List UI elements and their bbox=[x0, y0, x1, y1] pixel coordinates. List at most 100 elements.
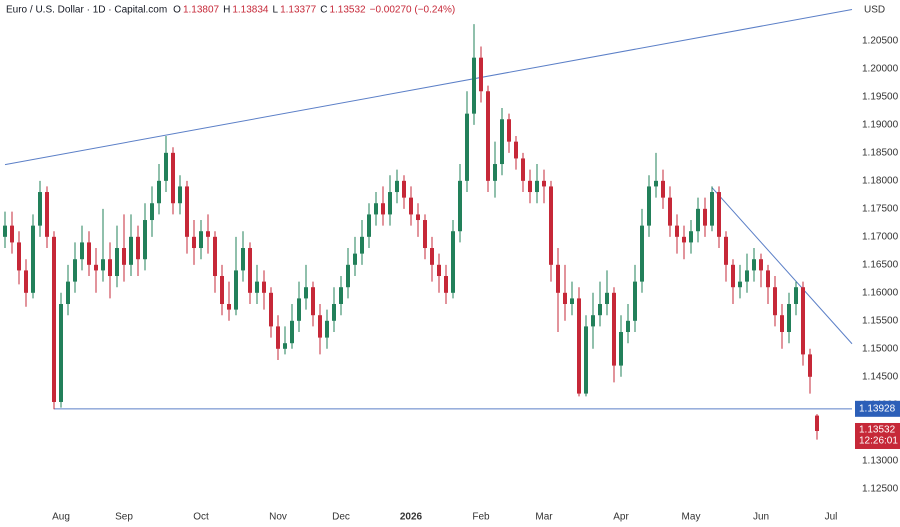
candle-body bbox=[766, 270, 770, 288]
trendline bbox=[711, 187, 853, 345]
candle-body bbox=[332, 304, 336, 321]
candle-body bbox=[94, 264, 98, 271]
candle-body bbox=[276, 326, 280, 349]
candle-body bbox=[339, 287, 343, 305]
candle-body bbox=[227, 304, 231, 310]
candle-body bbox=[535, 180, 539, 193]
candle-body bbox=[556, 264, 560, 293]
candle-body bbox=[731, 264, 735, 288]
candle-body bbox=[591, 315, 595, 327]
candle-body bbox=[311, 287, 315, 316]
x-tick-label: Jun bbox=[753, 512, 769, 523]
candle-body bbox=[801, 287, 805, 355]
x-tick-label: Apr bbox=[613, 512, 629, 523]
candle-body bbox=[577, 298, 581, 394]
candle-body bbox=[402, 180, 406, 198]
y-tick-label: 1.17000 bbox=[862, 231, 899, 242]
y-tick-label: 1.16500 bbox=[862, 259, 899, 270]
candle-body bbox=[794, 287, 798, 305]
candle-body bbox=[717, 192, 721, 237]
candle-body bbox=[682, 236, 686, 243]
candle-body bbox=[374, 203, 378, 215]
candle-body bbox=[738, 281, 742, 288]
candle-body bbox=[143, 220, 147, 260]
candle-body bbox=[710, 192, 714, 226]
candle-body bbox=[220, 276, 224, 305]
candle-body bbox=[752, 259, 756, 271]
y-tick-label: 1.16000 bbox=[862, 287, 899, 298]
x-tick-label: Feb bbox=[472, 512, 490, 523]
y-tick-label: 1.20500 bbox=[862, 36, 899, 47]
candle-body bbox=[290, 320, 294, 344]
candle-body bbox=[465, 113, 469, 181]
candle-body bbox=[192, 236, 196, 249]
candle-body bbox=[640, 225, 644, 282]
candle-body bbox=[150, 203, 154, 221]
candle-body bbox=[45, 192, 49, 237]
y-tick-label: 1.15000 bbox=[862, 343, 899, 354]
trendline bbox=[4, 9, 853, 166]
x-tick-label: Nov bbox=[269, 512, 287, 523]
candle-body bbox=[570, 298, 574, 305]
candle-body bbox=[563, 292, 567, 305]
chart-title: Euro / U.S. Dollar · 1D · Capital.com bbox=[6, 5, 167, 16]
candle-body bbox=[367, 214, 371, 237]
candle-body bbox=[514, 141, 518, 159]
candle-body bbox=[213, 236, 217, 277]
candle-body bbox=[661, 180, 665, 198]
candle-body bbox=[584, 326, 588, 394]
countdown-label: 12:26:01 bbox=[859, 436, 898, 447]
trendlines bbox=[4, 9, 853, 410]
candle-body bbox=[157, 180, 161, 204]
y-tick-label: 1.20000 bbox=[862, 64, 899, 75]
candle-body bbox=[423, 220, 427, 249]
candle-body bbox=[542, 180, 546, 187]
ohlc-value: 1.13377 bbox=[280, 5, 317, 16]
candle-body bbox=[199, 231, 203, 249]
candle-body bbox=[668, 197, 672, 226]
candle-body bbox=[80, 242, 84, 260]
y-tick-label: 1.18000 bbox=[862, 175, 899, 186]
x-tick-label: Jul bbox=[825, 512, 838, 523]
candle-body bbox=[619, 332, 623, 366]
line-price-box bbox=[855, 400, 900, 417]
ohlc-label: O bbox=[173, 5, 181, 16]
candle-body bbox=[409, 197, 413, 215]
candle-body bbox=[815, 415, 819, 431]
candle-body bbox=[17, 242, 21, 271]
candle-body bbox=[353, 253, 357, 265]
candle-body bbox=[136, 236, 140, 260]
candle-body bbox=[297, 298, 301, 321]
x-tick-label: May bbox=[682, 512, 701, 523]
last-price-label: 1.13532 bbox=[859, 425, 896, 436]
candle-body bbox=[773, 287, 777, 316]
candle-body bbox=[780, 315, 784, 333]
candle-body bbox=[654, 180, 658, 187]
candle-body bbox=[31, 225, 35, 293]
candle-body bbox=[38, 192, 42, 226]
candle-body bbox=[178, 186, 182, 204]
candle-body bbox=[675, 225, 679, 237]
candle-body bbox=[696, 208, 700, 232]
ohlc-value: 1.13532 bbox=[329, 5, 366, 16]
candle-body bbox=[633, 281, 637, 321]
candle-body bbox=[59, 304, 63, 402]
candle-body bbox=[52, 236, 56, 402]
candle-body bbox=[304, 287, 308, 299]
candle-body bbox=[360, 236, 364, 254]
candle-body bbox=[689, 231, 693, 243]
candle-body bbox=[703, 208, 707, 226]
candle-body bbox=[759, 259, 763, 271]
candle-body bbox=[164, 152, 168, 181]
candle-body bbox=[87, 242, 91, 265]
candle-body bbox=[444, 276, 448, 293]
y-tick-label: 1.18500 bbox=[862, 147, 899, 158]
candle-body bbox=[605, 292, 609, 305]
x-tick-label: Dec bbox=[332, 512, 350, 523]
ohlc-label: H bbox=[223, 5, 230, 16]
candle-body bbox=[521, 158, 525, 181]
currency-label: USD bbox=[864, 5, 885, 16]
axes: 1.125001.130001.135001.140001.145001.150… bbox=[52, 5, 900, 523]
